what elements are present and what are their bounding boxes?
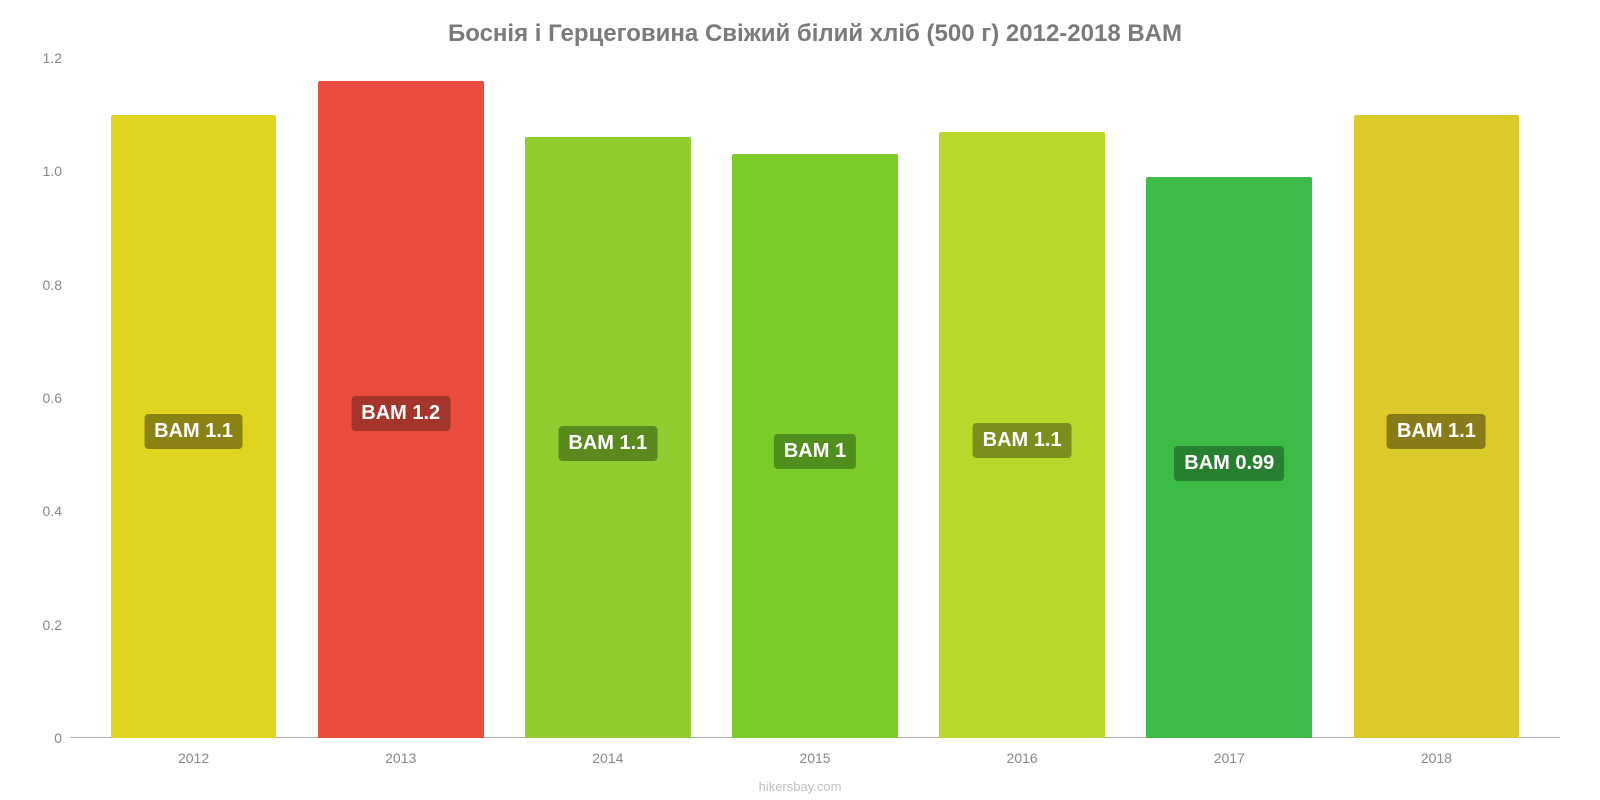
bar: BAM 1.1: [111, 115, 277, 738]
bar-value-label: BAM 1: [774, 434, 856, 469]
y-axis: 00.20.40.60.81.01.2: [20, 58, 70, 738]
bar-value-label: BAM 0.99: [1174, 446, 1284, 481]
y-tick-label: 0.2: [43, 617, 62, 633]
bar: BAM 1.2: [318, 81, 484, 738]
x-tick-label: 2018: [1333, 750, 1540, 766]
x-tick-label: 2015: [711, 750, 918, 766]
y-tick-label: 0.4: [43, 503, 62, 519]
y-tick-label: 1.2: [43, 50, 62, 66]
x-tick-label: 2017: [1126, 750, 1333, 766]
bar: BAM 1: [732, 154, 898, 738]
bar-slot: BAM 1.1: [919, 58, 1126, 738]
x-tick-label: 2014: [504, 750, 711, 766]
bar: BAM 0.99: [1146, 177, 1312, 738]
bar-value-label: BAM 1.1: [144, 414, 243, 449]
y-tick-label: 1.0: [43, 163, 62, 179]
source-credit: hikersbay.com: [0, 779, 1600, 794]
bar-slot: BAM 0.99: [1126, 58, 1333, 738]
bar: BAM 1.1: [939, 132, 1105, 738]
x-tick-label: 2013: [297, 750, 504, 766]
chart-title: Боснія і Герцеговина Свіжий білий хліб (…: [70, 20, 1560, 48]
plot-area: 00.20.40.60.81.01.2 BAM 1.1BAM 1.2BAM 1.…: [70, 58, 1560, 738]
x-tick-label: 2012: [90, 750, 297, 766]
bar-value-label: BAM 1.2: [351, 396, 450, 431]
bar-value-label: BAM 1.1: [973, 423, 1072, 458]
x-tick-label: 2016: [919, 750, 1126, 766]
bar: BAM 1.1: [525, 137, 691, 738]
chart-container: Боснія і Герцеговина Свіжий білий хліб (…: [0, 0, 1600, 800]
bar-slot: BAM 1: [711, 58, 918, 738]
y-tick-label: 0.8: [43, 277, 62, 293]
bar-value-label: BAM 1.1: [558, 426, 657, 461]
y-tick-label: 0: [54, 730, 62, 746]
bar-slot: BAM 1.1: [504, 58, 711, 738]
bar-value-label: BAM 1.1: [1387, 414, 1486, 449]
bar-slot: BAM 1.1: [90, 58, 297, 738]
bars-group: BAM 1.1 BAM 1.2 BAM 1.1 BAM 1 BAM 1.1 BAM 0.9…: [70, 58, 1560, 738]
y-tick-label: 0.6: [43, 390, 62, 406]
bar-slot: BAM 1.1: [1333, 58, 1540, 738]
bar-slot: BAM 1.2: [297, 58, 504, 738]
x-axis-labels: 2012201320142015201620172018: [70, 750, 1560, 766]
bar: BAM 1.1: [1354, 115, 1520, 738]
